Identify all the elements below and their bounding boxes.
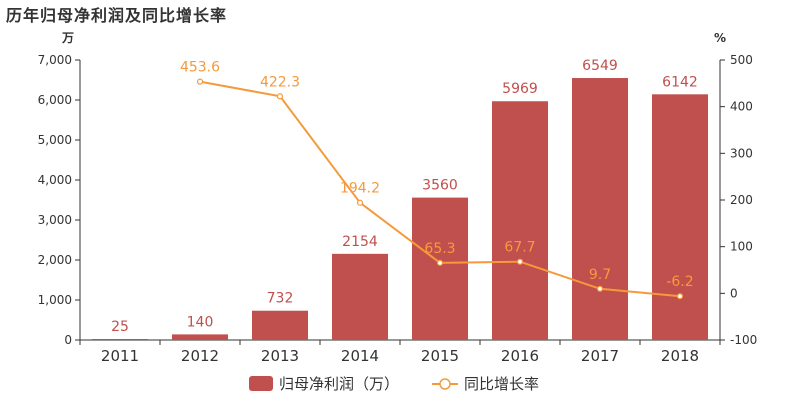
growth-rate-point	[676, 293, 684, 300]
growth-rate-data-label: 9.7	[589, 267, 611, 283]
bar	[92, 339, 148, 340]
y-left-tick-label: 7,000	[38, 53, 72, 67]
legend-bar-label: 归母净利润（万）	[279, 375, 399, 393]
legend-line-label: 同比增长率	[464, 375, 539, 393]
y-right-tick-label: 100	[730, 240, 753, 254]
y-right-tick-label: 300	[730, 146, 753, 160]
bar-data-label: 2154	[342, 234, 378, 250]
growth-rate-data-label: 422.3	[260, 74, 300, 90]
growth-rate-data-label: 67.7	[504, 240, 535, 256]
growth-rate-point	[276, 93, 284, 100]
bar	[412, 197, 468, 340]
growth-rate-data-label: 453.6	[180, 60, 220, 76]
bar-data-label: 5969	[502, 81, 538, 97]
y-right-tick-label: -100	[730, 333, 757, 347]
growth-rate-data-label: -6.2	[666, 274, 693, 290]
bar	[652, 94, 708, 340]
growth-rate-point	[196, 78, 204, 85]
bar	[492, 101, 548, 341]
bar	[332, 253, 388, 340]
growth-rate-point	[356, 199, 364, 206]
bar-data-label: 140	[187, 314, 214, 330]
bar-data-label: 732	[267, 291, 294, 307]
bar-data-label: 6549	[582, 58, 618, 74]
y-left-tick-label: 6,000	[38, 93, 72, 107]
x-tick-label: 2015	[421, 347, 459, 365]
x-tick-label: 2014	[341, 347, 379, 365]
growth-rate-data-label: 65.3	[424, 241, 455, 257]
legend-bar-swatch	[249, 376, 273, 391]
growth-rate-point	[436, 259, 444, 266]
y-right-tick-label: 0	[730, 286, 738, 300]
bar-data-label: 3560	[422, 178, 458, 194]
growth-rate-point	[596, 285, 604, 292]
y-left-tick-label: 4,000	[38, 173, 72, 187]
x-tick-label: 2012	[181, 347, 219, 365]
growth-rate-data-label: 194.2	[340, 181, 380, 197]
y-right-tick-label: 500	[730, 53, 753, 67]
y-left-tick-label: 2,000	[38, 253, 72, 267]
growth-rate-point	[516, 258, 524, 265]
y-left-tick-label: 0	[64, 333, 72, 347]
x-tick-label: 2018	[661, 347, 699, 365]
x-tick-label: 2013	[261, 347, 299, 365]
x-tick-label: 2011	[101, 347, 139, 365]
chart-title: 历年归母净利润及同比增长率	[6, 6, 228, 25]
bar-data-label: 25	[111, 319, 129, 335]
y-left-tick-label: 5,000	[38, 133, 72, 147]
legend-line-marker	[439, 378, 451, 390]
y-left-unit-label: 万	[61, 31, 74, 45]
y-left-tick-label: 3,000	[38, 213, 72, 227]
y-right-tick-label: 400	[730, 100, 753, 114]
bar-data-label: 6142	[662, 74, 698, 90]
y-right-unit-label: %	[714, 31, 726, 45]
bar	[572, 78, 628, 340]
y-left-tick-label: 1,000	[38, 293, 72, 307]
y-right-tick-label: 200	[730, 193, 753, 207]
x-tick-label: 2017	[581, 347, 619, 365]
bar	[172, 334, 228, 340]
bar	[252, 310, 308, 340]
x-tick-label: 2016	[501, 347, 539, 365]
